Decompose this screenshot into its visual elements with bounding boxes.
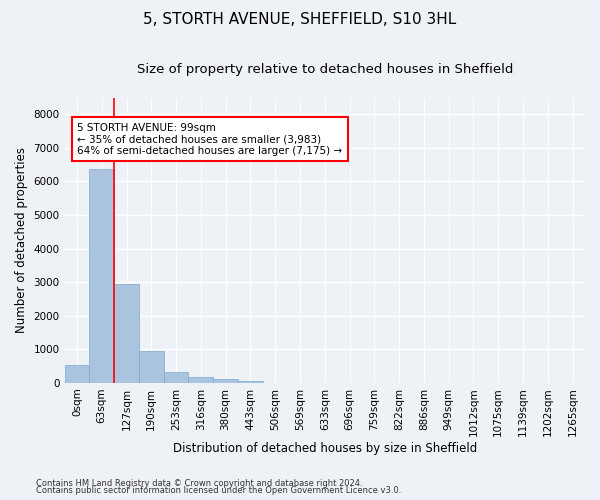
Y-axis label: Number of detached properties: Number of detached properties <box>15 147 28 333</box>
Bar <box>139 350 164 383</box>
Bar <box>65 364 89 383</box>
Title: Size of property relative to detached houses in Sheffield: Size of property relative to detached ho… <box>137 62 513 76</box>
Text: 5 STORTH AVENUE: 99sqm
← 35% of detached houses are smaller (3,983)
64% of semi-: 5 STORTH AVENUE: 99sqm ← 35% of detached… <box>77 122 343 156</box>
Bar <box>188 378 213 383</box>
Bar <box>213 380 238 383</box>
Bar <box>114 284 139 383</box>
Bar <box>89 168 114 383</box>
Bar <box>238 380 263 383</box>
X-axis label: Distribution of detached houses by size in Sheffield: Distribution of detached houses by size … <box>173 442 477 455</box>
Text: 5, STORTH AVENUE, SHEFFIELD, S10 3HL: 5, STORTH AVENUE, SHEFFIELD, S10 3HL <box>143 12 457 28</box>
Text: Contains HM Land Registry data © Crown copyright and database right 2024.: Contains HM Land Registry data © Crown c… <box>36 478 362 488</box>
Text: Contains public sector information licensed under the Open Government Licence v3: Contains public sector information licen… <box>36 486 401 495</box>
Bar <box>164 372 188 383</box>
